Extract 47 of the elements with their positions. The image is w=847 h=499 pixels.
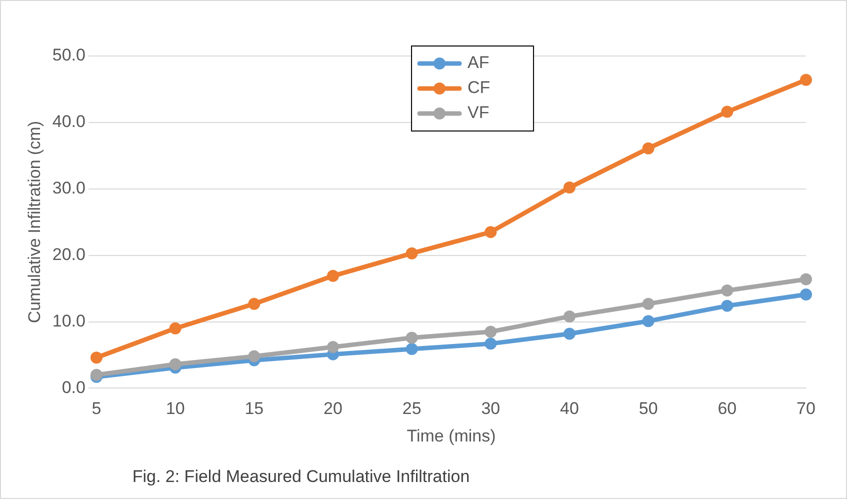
legend-label: VF: [468, 103, 490, 122]
point: [563, 328, 576, 340]
point: [484, 338, 497, 350]
point: [642, 298, 654, 310]
point: [642, 315, 654, 328]
x-tick-label: 5: [92, 399, 102, 418]
point: [721, 300, 734, 312]
y-tick-label: 50.0: [52, 46, 86, 65]
legend-label: AF: [468, 53, 490, 72]
x-tick-label: 40: [560, 399, 579, 418]
x-tick-label: 15: [244, 399, 264, 418]
point: [721, 106, 734, 118]
point: [484, 326, 497, 338]
y-tick-label: 0.0: [62, 378, 86, 397]
point: [484, 226, 497, 238]
point: [248, 350, 260, 362]
caption: Fig. 2: Field Measured Cumulative Infiltration: [131, 467, 471, 487]
point: [721, 284, 734, 297]
y-tick-label: 10.0: [52, 311, 86, 330]
x-tick-label: 25: [402, 399, 422, 418]
point: [169, 358, 182, 370]
point: [642, 142, 654, 154]
point: [406, 247, 418, 260]
point: [406, 332, 418, 344]
point: [800, 74, 812, 86]
point: [326, 270, 339, 282]
point: [800, 273, 812, 286]
x-tick-label: 70: [796, 399, 816, 418]
x-tick-label: 50: [638, 399, 658, 418]
legend-label: CF: [468, 78, 490, 98]
point: [326, 341, 339, 354]
point: [563, 182, 576, 194]
x-tick-label: 20: [324, 399, 342, 418]
point: [248, 298, 260, 310]
y-tick-label: 40.0: [52, 112, 86, 132]
x-tick-label: 60: [718, 399, 737, 418]
y-tick-label: 30.0: [52, 178, 86, 198]
point: [169, 322, 182, 334]
point: [800, 288, 812, 301]
x-axis-title: Time (mins): [406, 426, 496, 446]
x-tick-label: 10: [166, 399, 185, 418]
y-axis-title: Cumulative Infiltration (cm): [24, 121, 44, 324]
point: [406, 343, 418, 355]
x-tick-label: 30: [481, 399, 500, 418]
point: [90, 352, 102, 364]
point: [563, 310, 576, 322]
y-tick-label: 20.0: [52, 245, 86, 264]
